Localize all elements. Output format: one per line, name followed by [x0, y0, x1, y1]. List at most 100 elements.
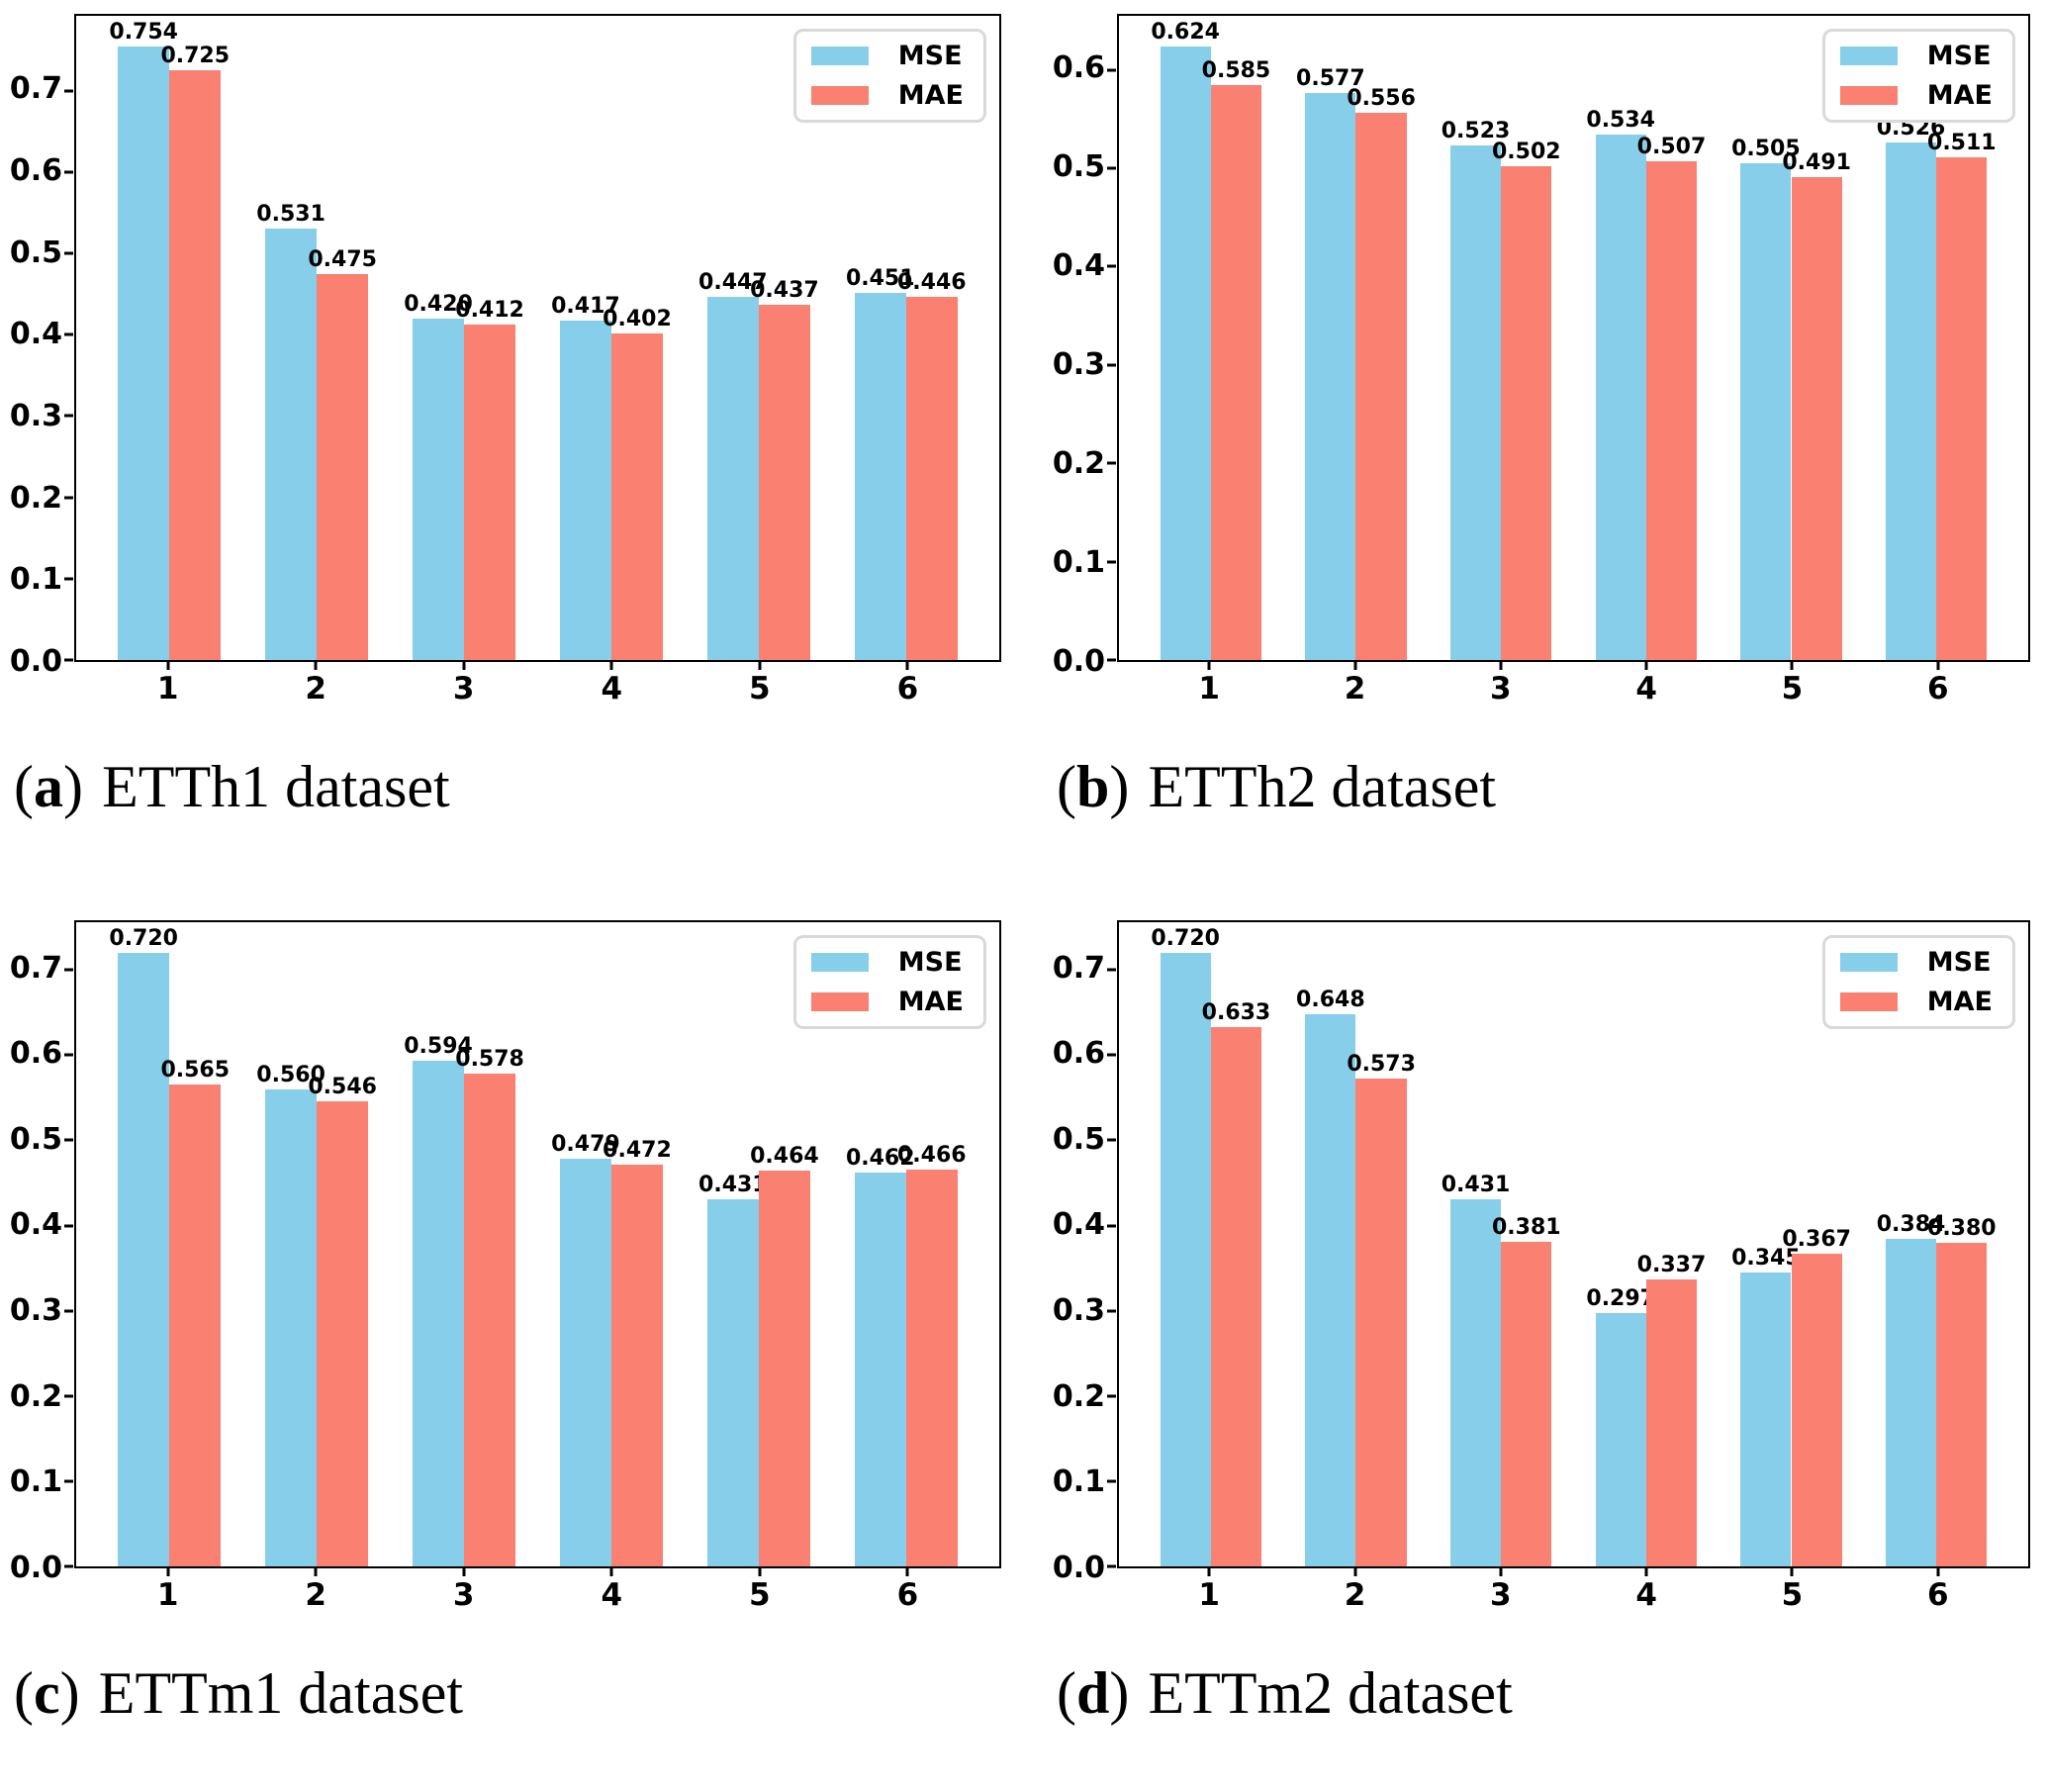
bar-value-label: 0.585 [1201, 57, 1271, 83]
bar-value-label: 0.384 [1876, 1212, 1946, 1238]
bar-value-label: 0.526 [1876, 116, 1946, 141]
legend-label-mae: MAE [897, 80, 964, 111]
bar-mse [118, 47, 170, 660]
x-axis-tick-label: 3 [1490, 1577, 1512, 1613]
x-axis-ettm1: 1 2 3 4 5 6 [74, 1568, 1001, 1614]
x-axis-tick-label: 4 [601, 1577, 623, 1613]
y-axis-tick-mark [64, 1309, 73, 1313]
legend-entry-mse: MSE [1839, 947, 1993, 978]
bar-value-label: 0.412 [455, 298, 524, 324]
legend-swatch-mse [1839, 953, 1898, 972]
bar-mae [1355, 113, 1407, 660]
caption-c: (c) ETTm1 dataset [2, 1659, 1001, 1728]
caption-d-open-paren: ( [1057, 1660, 1076, 1726]
bar-value-label: 0.578 [455, 1047, 524, 1073]
y-axis-tick-label: 0.4 [9, 1207, 62, 1243]
x-axis-tick-mark [1207, 662, 1211, 670]
x-axis-tick-label: 1 [1198, 1577, 1221, 1613]
y-axis-tick-label: 0.5 [9, 1121, 62, 1157]
x-axis-tick-label: 2 [1344, 1577, 1366, 1613]
y-axis-tick-label: 0.1 [9, 562, 62, 598]
y-axis-tick-label: 0.2 [9, 1378, 62, 1414]
legend: MSE MAE [1821, 935, 2015, 1029]
y-axis-tick-mark [1107, 1224, 1116, 1228]
x-axis-tick-label: 2 [305, 1577, 326, 1613]
y-axis-tick-mark [1107, 461, 1116, 465]
y-axis-tick-mark [64, 577, 73, 581]
bar-mse [265, 228, 318, 660]
y-axis-ettm2: 0.0 0.1 0.2 0.3 0.4 0.5 0.6 0.7 [1045, 920, 1117, 1582]
x-axis-tick-mark [1936, 662, 1940, 670]
y-axis-tick-mark [1107, 560, 1116, 564]
bar-mse [1305, 1014, 1356, 1566]
bar-value-label: 0.505 [1731, 137, 1801, 162]
caption-a-close-paren: ) [62, 754, 83, 819]
y-axis-tick-label: 0.0 [9, 1551, 62, 1585]
bar-mse [1305, 92, 1356, 660]
caption-c-open-paren: ( [14, 1660, 34, 1726]
bar-value-label: 0.648 [1296, 988, 1365, 1012]
plot-area-ettm2: 0.720 0.633 0.648 0.573 0.431 0.381 0.297 0.337… [1107, 920, 2030, 1568]
bar-mae [1501, 166, 1552, 660]
y-axis-tick-label: 0.0 [1052, 644, 1105, 679]
bar-mae [1936, 157, 1988, 660]
bar-mse [118, 953, 170, 1566]
bar-mae [464, 325, 516, 660]
bar-mae [758, 1171, 810, 1566]
y-axis-tick-mark [64, 1138, 73, 1142]
x-axis-tick-label: 6 [1926, 1577, 1949, 1613]
legend: MSE MAE [792, 29, 986, 123]
legend-swatch-mse [810, 47, 869, 65]
bar-mse [559, 321, 611, 660]
x-axis-tick-mark [1353, 1568, 1357, 1576]
bar-value-label: 0.417 [551, 294, 620, 320]
legend-label-mae: MAE [1926, 80, 1993, 111]
bar-value-label: 0.633 [1201, 999, 1271, 1025]
caption-d-letter: d [1075, 1660, 1110, 1726]
x-axis-tick-mark [314, 662, 318, 670]
x-axis-tick-label: 1 [156, 1577, 179, 1613]
caption-c-letter: c [33, 1660, 60, 1726]
bar-value-label: 0.381 [1492, 1214, 1561, 1240]
x-axis-tick-label: 1 [156, 671, 179, 707]
y-axis-tick-label: 0.3 [1052, 347, 1105, 383]
x-axis-tick-mark [1790, 662, 1794, 670]
bar-mse [1160, 46, 1211, 660]
legend-label-mse: MSE [897, 947, 963, 978]
bar-value-label: 0.720 [109, 926, 178, 951]
legend-label-mae: MAE [1926, 987, 1993, 1017]
y-axis-tick-mark [64, 496, 73, 500]
x-axis-tick-mark [1644, 662, 1648, 670]
bar-mae [1645, 161, 1698, 660]
bar-mae [317, 273, 369, 660]
bar-value-label: 0.754 [109, 20, 178, 46]
y-axis-tick-mark [64, 1224, 73, 1228]
bar-value-label: 0.479 [551, 1131, 620, 1157]
bar-value-label: 0.491 [1782, 150, 1851, 175]
bar-value-label: 0.475 [308, 246, 377, 272]
plot-area-etth1: 0.754 0.725 0.531 0.475 0.420 0.412 0.417 0.402… [64, 14, 1001, 662]
y-axis-tick-mark [64, 251, 73, 255]
legend-label-mse: MSE [1926, 947, 1992, 978]
x-axis-tick-mark [1644, 1568, 1648, 1576]
bar-mae [1791, 1253, 1842, 1566]
x-axis-tick-mark [905, 662, 909, 670]
x-axis-tick-label: 2 [305, 671, 326, 707]
y-axis-tick-mark [64, 89, 73, 93]
bar-mse [412, 1060, 465, 1566]
y-axis-tick-label: 0.2 [9, 480, 62, 516]
bar-value-label: 0.420 [404, 291, 473, 317]
bar-value-label: 0.380 [1927, 1215, 1997, 1241]
caption-a: (a) ETTh1 dataset [2, 753, 1001, 821]
caption-b-letter: b [1075, 754, 1110, 819]
y-axis-tick-mark [64, 332, 73, 336]
bar-mse [1885, 142, 1937, 660]
legend-entry-mae: MAE [810, 989, 964, 1015]
chart-etth2: 0.0 0.1 0.2 0.3 0.4 0.5 0.6 0.624 0.585 0.577 0.5… [1045, 14, 2030, 707]
bar-mse [1449, 1198, 1502, 1566]
x-axis-tick-label: 1 [1198, 671, 1221, 707]
chart-ettm2: 0.0 0.1 0.2 0.3 0.4 0.5 0.6 0.7 0.720 0.633 0.648… [1045, 920, 2030, 1614]
legend-entry-mse: MSE [810, 43, 964, 69]
legend-swatch-mae [1839, 86, 1898, 105]
y-axis-tick-mark [64, 1564, 73, 1568]
